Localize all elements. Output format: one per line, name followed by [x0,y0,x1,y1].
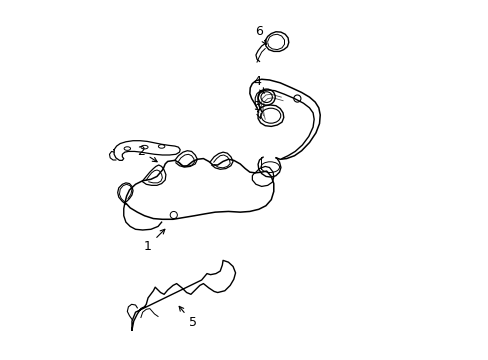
Text: 4: 4 [253,75,264,93]
Text: 1: 1 [144,229,164,253]
Text: 6: 6 [254,25,266,44]
Text: 2: 2 [137,145,157,162]
Text: 3: 3 [253,100,261,119]
Text: 5: 5 [179,306,196,329]
